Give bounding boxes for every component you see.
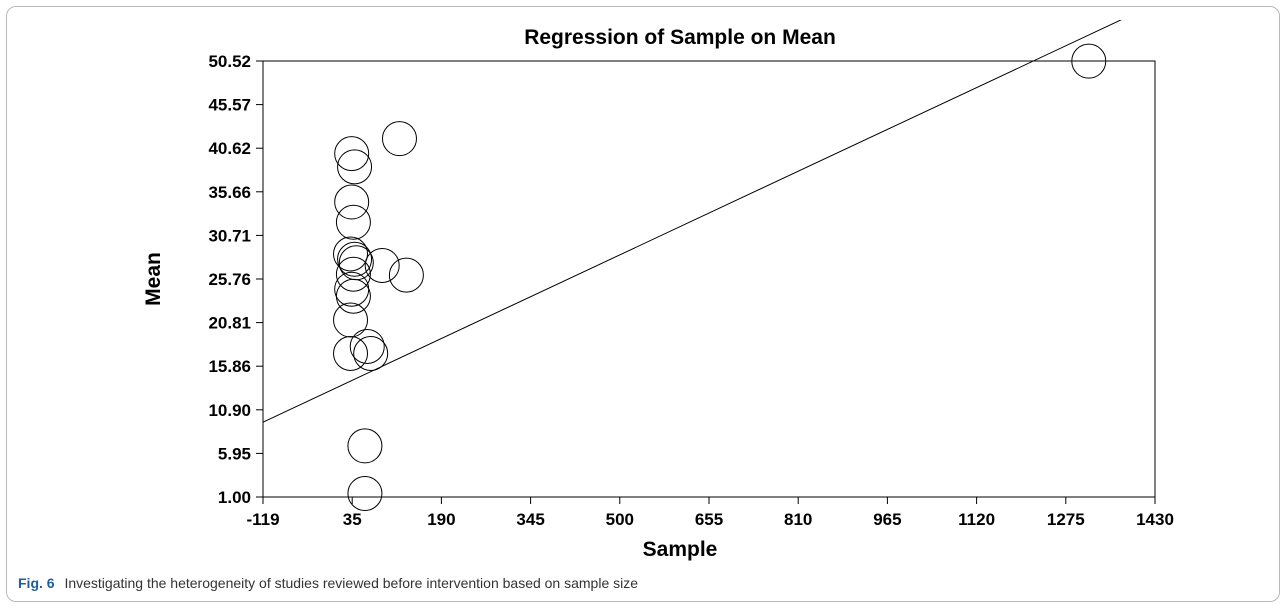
y-tick-label: 30.71 bbox=[208, 226, 251, 245]
data-point bbox=[347, 475, 383, 511]
data-point bbox=[388, 257, 424, 293]
data-point bbox=[335, 204, 371, 240]
x-tick-label: 1430 bbox=[1136, 510, 1174, 529]
data-point bbox=[347, 428, 383, 464]
y-tick-label: 10.90 bbox=[208, 401, 251, 420]
y-tick-label: 5.95 bbox=[218, 444, 251, 463]
data-point bbox=[335, 278, 371, 314]
figure-caption-text: Investigating the heterogeneity of studi… bbox=[64, 575, 639, 591]
regression-line bbox=[262, 20, 1122, 423]
figure-label: Fig. 6 bbox=[18, 575, 55, 591]
figure-caption: Fig. 6 Investigating the heterogeneity o… bbox=[18, 572, 638, 594]
x-tick-label: 1120 bbox=[958, 510, 995, 529]
y-tick-label: 25.76 bbox=[208, 270, 251, 289]
x-tick-label: 810 bbox=[784, 510, 812, 529]
x-tick-label: 965 bbox=[873, 510, 901, 529]
x-tick-label: 500 bbox=[606, 510, 634, 529]
data-point bbox=[334, 136, 370, 172]
plot-border bbox=[262, 60, 1156, 498]
chart-title: Regression of Sample on Mean bbox=[524, 26, 836, 49]
data-point bbox=[334, 271, 370, 307]
y-tick-label: 50.52 bbox=[208, 52, 251, 71]
data-point bbox=[334, 184, 370, 220]
y-axis-title: Mean bbox=[142, 252, 165, 306]
y-tick-label: 40.62 bbox=[208, 139, 251, 158]
y-tick-label: 15.86 bbox=[208, 357, 251, 376]
y-tick-label: 20.81 bbox=[208, 314, 251, 333]
data-point bbox=[349, 328, 385, 364]
data-point bbox=[337, 241, 373, 277]
x-tick-label: 190 bbox=[427, 510, 455, 529]
plot-area: 1.00 5.95 10.90 15.86 20.81 25.76 30.71 35.66 40… bbox=[208, 20, 1174, 529]
data-point bbox=[333, 302, 369, 338]
x-tick-label: 655 bbox=[695, 510, 723, 529]
data-point bbox=[1071, 43, 1107, 79]
data-point bbox=[353, 335, 389, 371]
data-point bbox=[333, 335, 369, 371]
y-tick-label: 45.57 bbox=[208, 96, 251, 115]
data-point bbox=[364, 247, 400, 283]
data-point bbox=[333, 236, 369, 272]
regression-chart: Regression of Sample on Mean Sample Mean… bbox=[142, 20, 1174, 561]
x-tick-label: -119 bbox=[246, 510, 279, 529]
x-tick-label: 35 bbox=[343, 510, 362, 529]
x-axis-title: Sample bbox=[643, 538, 718, 561]
y-tick-label: 1.00 bbox=[218, 488, 251, 507]
x-tick-label: 345 bbox=[516, 510, 544, 529]
y-tick-label: 35.66 bbox=[208, 183, 251, 202]
x-tick-label: 1275 bbox=[1047, 510, 1085, 529]
figure-frame bbox=[6, 6, 1280, 602]
data-point bbox=[381, 121, 417, 157]
data-point bbox=[337, 149, 373, 185]
data-point bbox=[335, 256, 371, 292]
